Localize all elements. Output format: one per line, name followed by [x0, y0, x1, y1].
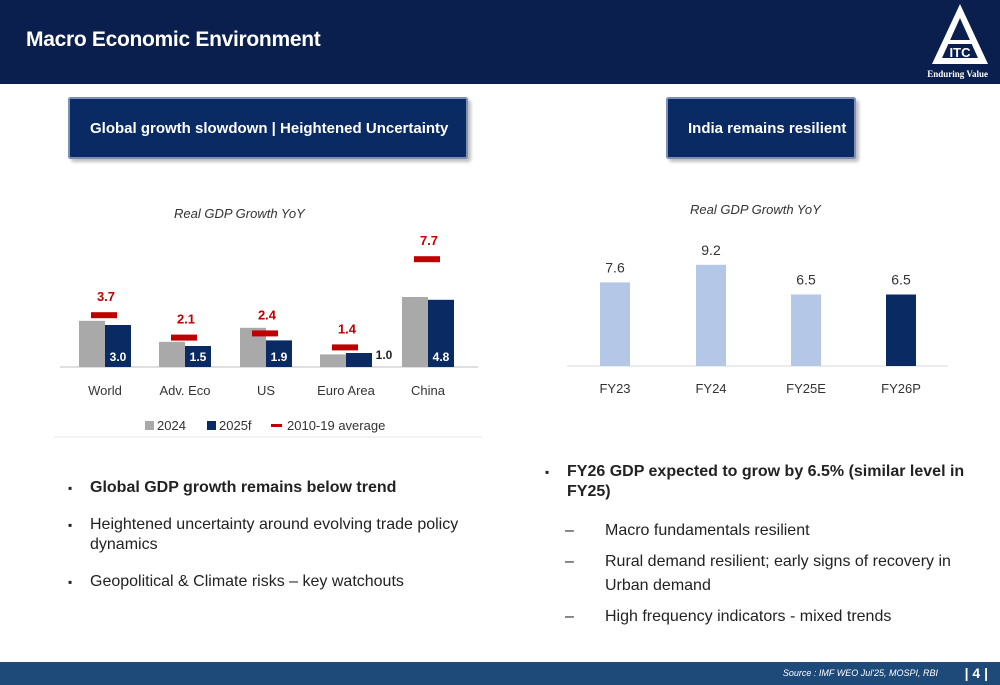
- footer-bar: Source : IMF WEO Jul'25, MOSPI, RBI | 4 …: [0, 662, 1000, 685]
- india-bar-label-0: 7.6: [605, 259, 625, 275]
- india-gdp-chart: 7.6 FY23 9.2 FY24 6.5 FY25E 6.5 FY26P: [567, 242, 948, 396]
- legend-avg-label: 2010-19 average: [287, 418, 385, 433]
- category-label-1: Adv. Eco: [159, 383, 210, 398]
- india-category-label-1: FY24: [695, 381, 726, 396]
- india-bar-label-1: 9.2: [701, 242, 721, 258]
- bar-2024-1: [159, 341, 185, 367]
- legend-2025f-label: 2025f: [219, 418, 252, 433]
- logo-text: ITC: [950, 45, 972, 60]
- avg-label-0: 3.7: [97, 289, 115, 304]
- bar-2025f-0: [105, 325, 131, 367]
- global-gdp-chart: 3.7 3.0 World 2.1 1.5 Adv. Eco 2.4 1.9 US 1.4 1.0 E…: [54, 233, 482, 438]
- itc-logo: ITC: [928, 2, 992, 82]
- india-bar-2: [791, 294, 821, 366]
- legend-2024-label: 2024: [157, 418, 186, 433]
- chart-title-global: Real GDP Growth YoY: [174, 206, 305, 221]
- india-main-bullet: FY26 GDP expected to grow by 6.5% (simil…: [545, 462, 985, 502]
- avg-label-2: 2.4: [258, 307, 277, 322]
- avg-marker-2: [252, 330, 278, 337]
- india-bar-1: [696, 264, 726, 366]
- india-bar-label-2: 6.5: [796, 272, 816, 288]
- legend-2025f-swatch: [207, 421, 216, 430]
- chart-title-india: Real GDP Growth YoY: [690, 202, 821, 217]
- avg-marker-0: [91, 312, 117, 319]
- bar-2025f-label-4: 4.8: [433, 350, 450, 364]
- category-label-4: China: [411, 383, 446, 398]
- header-bar: Macro Economic Environment ITC Enduring …: [0, 0, 1000, 84]
- section-pill-global: Global growth slowdown | Heightened Unce…: [68, 97, 468, 159]
- india-sub-bullet-3: High frequency indicators - mixed trends: [545, 605, 985, 629]
- avg-label-3: 1.4: [338, 321, 357, 336]
- avg-marker-3: [332, 344, 358, 351]
- bar-2024-0: [79, 320, 105, 367]
- india-bar-3: [886, 294, 916, 366]
- bar-2025f-label-3: 1.0: [376, 348, 393, 362]
- avg-marker-1: [171, 334, 197, 341]
- section-pill-india: India remains resilient: [666, 97, 856, 159]
- bar-2025f-label-0: 3.0: [110, 350, 127, 364]
- avg-label-1: 2.1: [177, 312, 195, 327]
- global-bullet-list: Global GDP growth remains below trend He…: [68, 478, 528, 609]
- global-bullet-3: Geopolitical & Climate risks – key watch…: [68, 572, 528, 592]
- india-bullet-list: FY26 GDP expected to grow by 6.5% (simil…: [545, 462, 985, 629]
- bar-2025f-label-1: 1.5: [190, 350, 207, 364]
- bar-2025f-1: [185, 346, 211, 367]
- source-note: Source : IMF WEO Jul'25, MOSPI, RBI: [782, 668, 938, 678]
- india-sub-bullet-2: Rural demand resilient; early signs of r…: [545, 550, 985, 598]
- bar-2025f-3: [346, 353, 372, 367]
- india-sub-bullet-1: Macro fundamentals resilient: [545, 519, 985, 543]
- bar-2024-3: [320, 354, 346, 367]
- page-title: Macro Economic Environment: [26, 28, 321, 51]
- india-category-label-0: FY23: [599, 381, 630, 396]
- page-number: | 4 |: [964, 665, 988, 681]
- avg-label-4: 7.7: [420, 233, 438, 248]
- india-bar-0: [600, 282, 630, 366]
- section-pill-india-label: India remains resilient: [688, 119, 847, 137]
- bar-2025f-4: [428, 299, 454, 367]
- india-category-label-3: FY26P: [881, 381, 921, 396]
- bar-2025f-2: [266, 340, 292, 367]
- legend-avg-swatch: [271, 424, 282, 427]
- bar-2025f-label-2: 1.9: [271, 350, 288, 364]
- global-bullet-1: Global GDP growth remains below trend: [68, 478, 528, 498]
- category-label-3: Euro Area: [317, 383, 376, 398]
- section-pill-global-label: Global growth slowdown | Heightened Unce…: [90, 119, 449, 137]
- category-label-2: US: [257, 383, 275, 398]
- bar-2024-4: [402, 297, 428, 367]
- india-category-label-2: FY25E: [786, 381, 826, 396]
- tagline: Enduring Value: [927, 69, 988, 79]
- global-bullet-2: Heightened uncertainty around evolving t…: [68, 515, 528, 555]
- india-bar-label-3: 6.5: [891, 272, 911, 288]
- legend-2024-swatch: [145, 421, 154, 430]
- category-label-0: World: [88, 383, 122, 398]
- avg-marker-4: [414, 256, 440, 263]
